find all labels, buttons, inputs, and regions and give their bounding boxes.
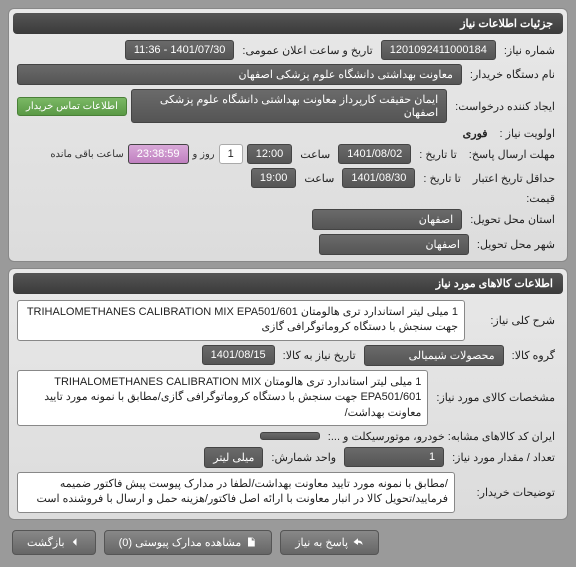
- need-details-panel: جزئیات اطلاعات نیاز شماره نیاز: 12010924…: [8, 8, 568, 262]
- spec-value: 1 میلی لیتر استاندارد تری هالومتان TRIHA…: [17, 370, 428, 426]
- need-date-label: تاریخ نیاز به کالا:: [279, 349, 360, 362]
- announce-value: 1401/07/30 - 11:36: [125, 40, 235, 60]
- contact-buyer-link[interactable]: اطلاعات تماس خریدار: [17, 97, 127, 116]
- province-label: استان محل تحویل:: [466, 213, 559, 226]
- min-valid-label: حداقل تاریخ اعتبار: [469, 172, 559, 185]
- announce-label: تاریخ و ساعت اعلان عمومی:: [238, 44, 376, 57]
- desc-label: شرح کلی نیاز:: [469, 314, 559, 327]
- back-button-label: بازگشت: [27, 536, 65, 549]
- priority-value: فوری: [459, 127, 492, 140]
- spec-label: مشخصات کالای مورد نیاز:: [432, 391, 559, 404]
- qty-label: تعداد / مقدار مورد نیاز:: [448, 451, 559, 464]
- back-button[interactable]: بازگشت: [12, 530, 96, 555]
- price-label: قیمت:: [522, 192, 559, 205]
- deadline-to-label: تا تاریخ :: [415, 148, 460, 161]
- back-icon: [69, 536, 81, 548]
- creator-value: ایمان حقیقت کارپرداز معاونت بهداشتی دانش…: [131, 89, 447, 123]
- desc-value: 1 میلی لیتر استاندارد تری هالومتان TRIHA…: [17, 300, 465, 341]
- goods-info-panel: اطلاعات کالاهای مورد نیاز شرح کلی نیاز: …: [8, 268, 568, 520]
- deadline-date: 1401/08/02: [338, 144, 411, 164]
- days-remain-label: روز و: [193, 149, 215, 160]
- min-valid-time: 19:00: [251, 168, 297, 188]
- priority-label: اولویت نیاز :: [496, 127, 559, 140]
- min-valid-to: تا تاریخ :: [419, 172, 464, 185]
- city-label: شهر محل تحویل:: [473, 238, 559, 251]
- countdown-label: ساعت باقی مانده: [50, 149, 123, 160]
- buyer-label: نام دستگاه خریدار:: [466, 68, 559, 81]
- need-number-label: شماره نیاز:: [500, 44, 559, 57]
- province-value: اصفهان: [312, 209, 462, 230]
- city-value: اصفهان: [319, 234, 469, 255]
- attachments-button[interactable]: مشاهده مدارک پیوستی (0): [104, 530, 273, 555]
- min-valid-time-label: ساعت: [300, 172, 338, 185]
- need-number-value: 1201092411000184: [381, 40, 496, 60]
- deadline-time-label: ساعت: [296, 148, 334, 161]
- deadline-label: مهلت ارسال پاسخ:: [465, 148, 559, 161]
- panel2-header: اطلاعات کالاهای مورد نیاز: [13, 273, 563, 294]
- group-value: محصولات شیمیالی: [364, 345, 504, 366]
- irancode-label: ایران کد کالاهای مشابه: خودرو، موتورسيكل…: [324, 430, 559, 443]
- buyer-notes-label: توضیحات خریدار:: [459, 486, 559, 499]
- reply-icon: [352, 536, 364, 548]
- creator-label: ایجاد کننده درخواست:: [451, 100, 559, 113]
- attachments-button-label: مشاهده مدارک پیوستی (0): [119, 536, 242, 549]
- unit-value: میلی لیتر: [204, 447, 263, 468]
- unit-label: واحد شمارش:: [267, 451, 340, 464]
- panel1-header: جزئیات اطلاعات نیاز: [13, 13, 563, 34]
- deadline-time: 12:00: [247, 144, 293, 164]
- buyer-value: معاونت بهداشتی دانشگاه علوم پزشکی اصفهان: [17, 64, 462, 85]
- days-remaining: 1: [219, 144, 243, 164]
- reply-button[interactable]: پاسخ به نیاز: [280, 530, 379, 555]
- reply-button-label: پاسخ به نیاز: [295, 536, 348, 549]
- buyer-notes-value: /مطابق با نمونه مورد تایید معاونت بهداشت…: [17, 472, 455, 513]
- footer-actions: پاسخ به نیاز مشاهده مدارک پیوستی (0) باز…: [8, 526, 568, 559]
- countdown-timer: 23:38:59: [128, 144, 189, 164]
- need-date-value: 1401/08/15: [202, 345, 275, 365]
- qty-value: 1: [344, 447, 444, 467]
- irancode-value: [260, 432, 320, 440]
- group-label: گروه کالا:: [508, 349, 559, 362]
- min-valid-date: 1401/08/30: [342, 168, 415, 188]
- attachment-icon: [245, 536, 257, 548]
